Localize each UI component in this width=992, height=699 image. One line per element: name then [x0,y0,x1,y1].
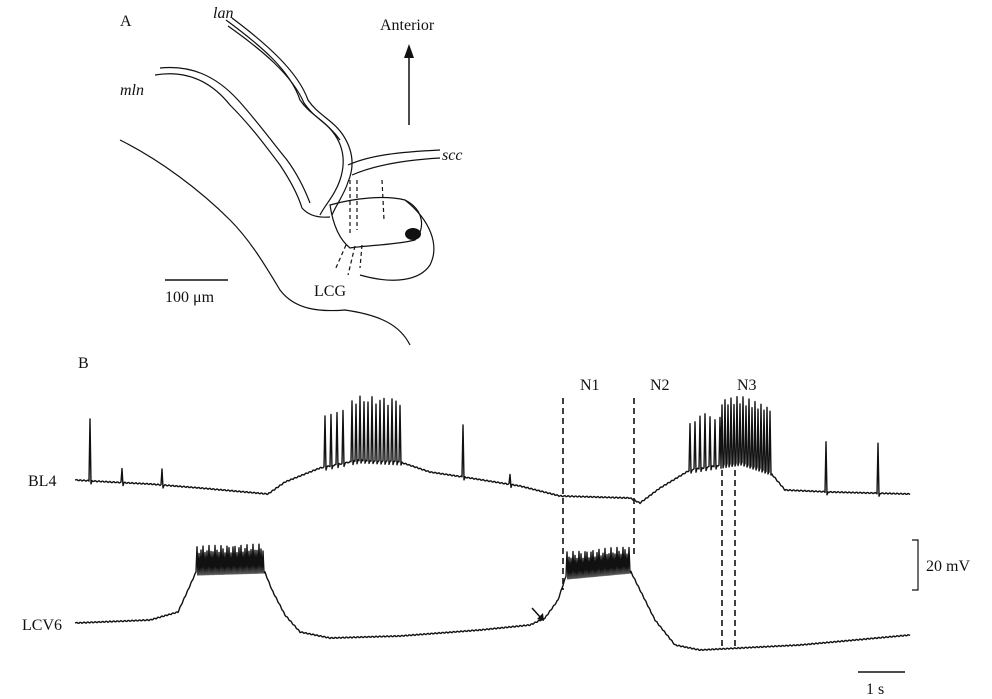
event-label: N3 [737,377,757,394]
arrow-head [404,44,414,58]
panel-label: B [78,355,89,372]
ganglion-label: LCG [314,283,346,300]
scale-label: 20 mV [926,558,970,575]
event-label: N2 [650,377,670,394]
ganglion-outline [359,199,435,281]
nerve-label: mln [120,82,144,99]
nerve-outline [231,17,353,216]
nerve-outline [347,149,441,166]
scale-label: 1 s [866,681,884,698]
ganglion-cell [329,196,423,249]
bl4-trace [74,395,911,505]
nerve-outline [227,25,341,141]
onset-arrow [531,607,542,619]
trace-label: BL4 [28,473,56,490]
nerve-label: lan [213,5,233,22]
nerve-outline [154,73,331,218]
event-label: N1 [580,377,600,394]
lcv6-trace [74,543,911,652]
panel-label: A [120,13,132,30]
direction-label: Anterior [380,17,435,34]
cell-body [405,228,421,240]
nerve-label: scc [442,147,462,164]
voltage-scale-bar [912,539,919,591]
scale-label: 100 μm [165,289,215,306]
nerve-outline [159,66,311,204]
trace-label: LCV6 [22,617,62,634]
ganglion-outline [119,139,411,346]
nerve-outline [351,157,441,176]
neurite [334,179,385,276]
